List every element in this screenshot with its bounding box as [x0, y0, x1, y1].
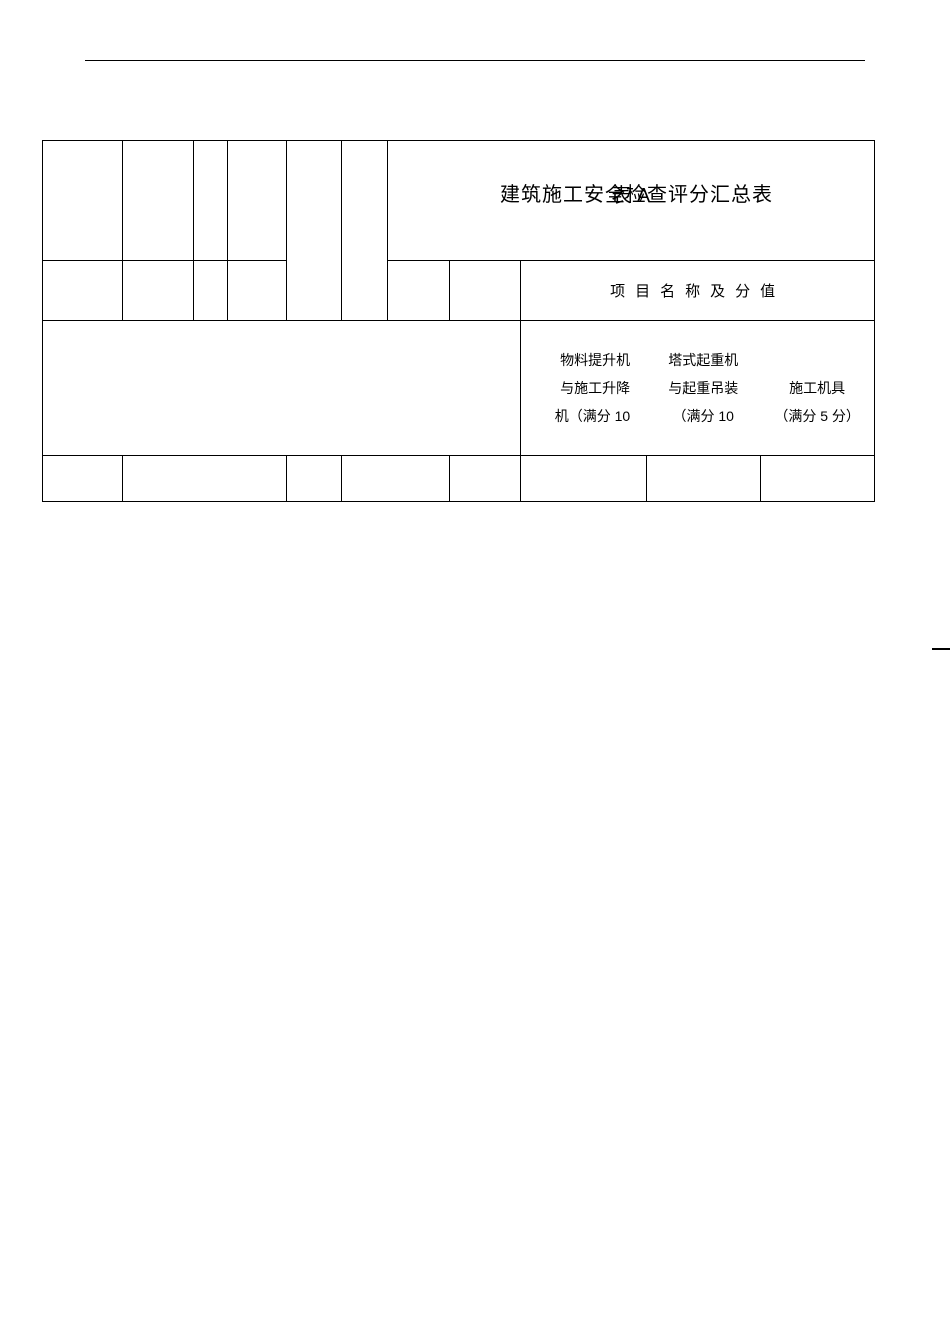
table-row: 项目名称及分值	[43, 261, 875, 321]
table-container: 表 A 项目名称及分值 物料提升机 与施工升降 机（满分 10	[42, 140, 875, 502]
cell	[122, 261, 193, 321]
cell	[43, 261, 123, 321]
section-header-text: 项目名称及分值	[610, 283, 785, 300]
cell	[122, 141, 193, 261]
column-header: 施工机具 （满分 5 分）	[760, 321, 874, 456]
cell	[521, 456, 647, 502]
title-row: 表 A	[387, 141, 874, 261]
cell	[341, 456, 449, 502]
cell	[122, 456, 286, 502]
cell	[43, 321, 521, 456]
col2-line2: 与起重吊装	[650, 374, 756, 402]
cell	[287, 141, 342, 321]
col1-line3: 机（满分 10	[525, 402, 630, 430]
cell	[227, 141, 286, 261]
cell	[341, 141, 387, 321]
table-row: 表 A	[43, 141, 875, 261]
column-header: 物料提升机 与施工升降 机（满分 10	[521, 321, 647, 456]
col2-line1: 塔式起重机	[650, 346, 756, 374]
cell	[43, 456, 123, 502]
col3-line2: （满分 5 分）	[764, 402, 870, 430]
cell	[227, 261, 286, 321]
cell	[193, 261, 227, 321]
score-summary-table: 表 A 项目名称及分值 物料提升机 与施工升降 机（满分 10	[42, 140, 875, 502]
cell	[760, 456, 874, 502]
cell	[646, 456, 760, 502]
table-row	[43, 456, 875, 502]
cell	[450, 261, 521, 321]
cell	[43, 141, 123, 261]
col3-line1: 施工机具	[764, 374, 870, 402]
section-header: 项目名称及分值	[521, 261, 875, 321]
col2-line3: （满分 10	[650, 402, 756, 430]
cell	[287, 456, 342, 502]
column-header: 塔式起重机 与起重吊装 （满分 10	[646, 321, 760, 456]
right-dash	[932, 648, 950, 650]
cell	[387, 261, 450, 321]
col1-line1: 物料提升机	[525, 346, 630, 374]
header-divider	[85, 60, 865, 61]
col1-line2: 与施工升降	[525, 374, 630, 402]
table-row: 物料提升机 与施工升降 机（满分 10 塔式起重机 与起重吊装 （满分 10 施…	[43, 321, 875, 456]
table-label: 表 A	[601, 179, 661, 208]
cell	[193, 141, 227, 261]
cell	[450, 456, 521, 502]
